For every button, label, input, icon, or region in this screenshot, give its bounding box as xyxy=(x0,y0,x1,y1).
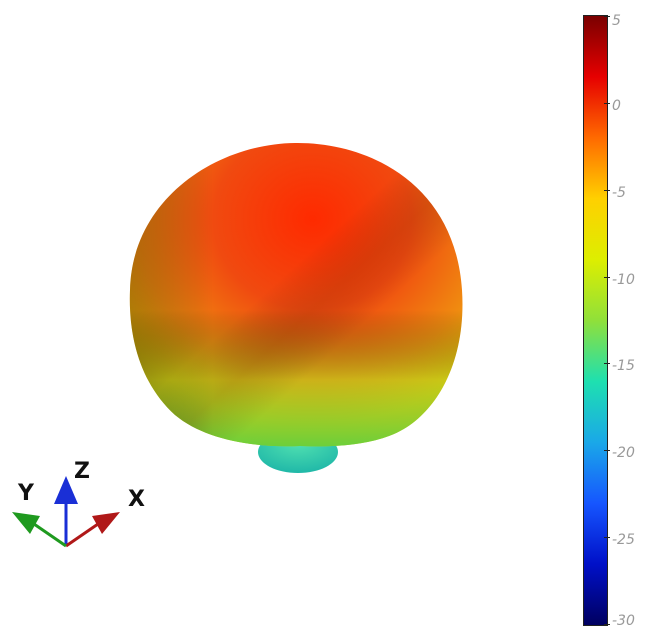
z-axis-label: Z xyxy=(74,459,90,484)
x-axis-line xyxy=(65,522,99,548)
colorbar xyxy=(583,15,608,626)
z-axis-arrow-icon xyxy=(54,476,78,504)
x-axis-label: X xyxy=(128,487,145,512)
axis-triad: X Y Z xyxy=(12,459,145,548)
y-axis-arrow-icon xyxy=(12,512,40,534)
y-axis-label: Y xyxy=(17,481,35,506)
y-axis-line xyxy=(33,522,67,548)
x-axis-arrow-icon xyxy=(92,512,120,534)
